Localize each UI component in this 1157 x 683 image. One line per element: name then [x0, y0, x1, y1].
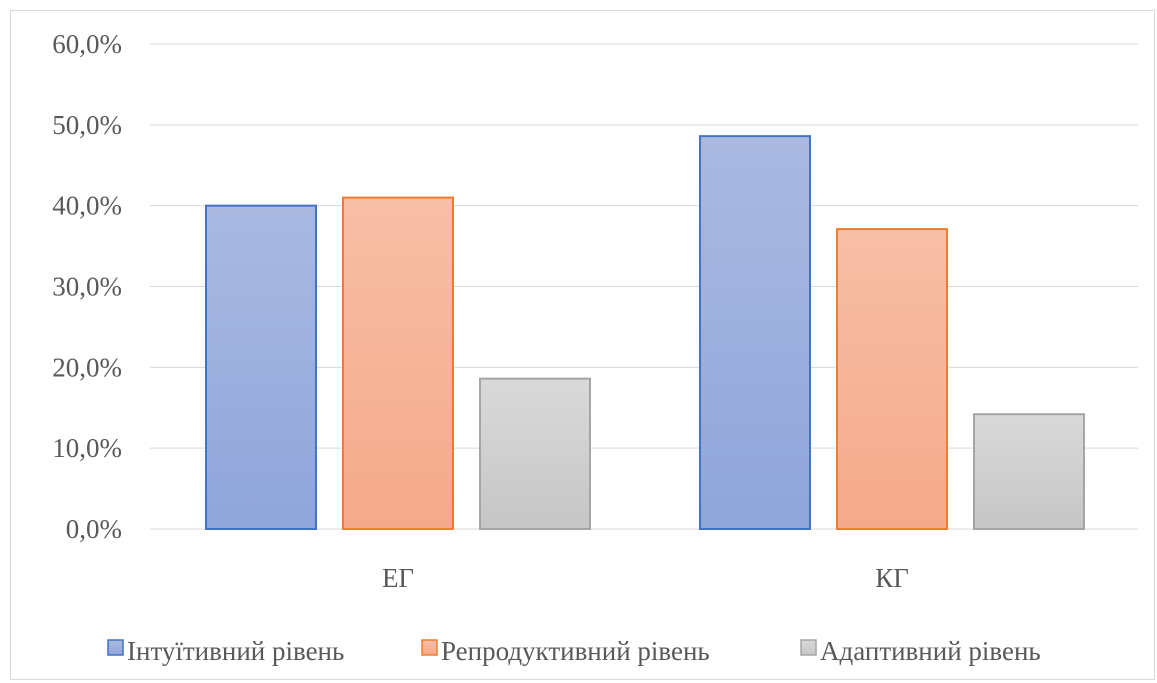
y-tick-label: 30,0%: [52, 272, 122, 302]
y-axis-ticks: 0,0% 10,0% 20,0% 30,0% 40,0% 50,0% 60,0%: [52, 29, 122, 544]
x-axis-categories: ЕГ КГ: [382, 563, 909, 593]
bar-1-1: [205, 204, 317, 531]
chart-frame: [10, 10, 1155, 680]
bar-1-2: [699, 135, 811, 530]
bar-3-1: [479, 377, 591, 530]
y-tick-label: 0,0%: [66, 514, 122, 544]
legend-swatch: [800, 639, 817, 656]
legend-swatch: [421, 639, 438, 656]
legend-swatch: [107, 639, 124, 656]
bars: [205, 135, 1085, 531]
y-tick-label: 10,0%: [52, 433, 122, 463]
x-category-label: КГ: [875, 563, 909, 593]
y-tick-label: 50,0%: [52, 110, 122, 140]
x-category-label: ЕГ: [382, 563, 414, 593]
legend-label: Репродуктивний рівень: [441, 636, 710, 666]
y-tick-label: 60,0%: [52, 29, 122, 59]
bar-3-2: [973, 413, 1085, 531]
bar-2-2: [836, 228, 948, 530]
legend: Інтуїтивний рівень Репродуктивний рівень А…: [107, 636, 1041, 666]
bar-2-1: [342, 196, 454, 530]
legend-label: Інтуїтивний рівень: [127, 636, 344, 666]
y-tick-label: 20,0%: [52, 352, 122, 382]
y-tick-label: 40,0%: [52, 191, 122, 221]
legend-label: Адаптивний рівень: [820, 636, 1041, 666]
